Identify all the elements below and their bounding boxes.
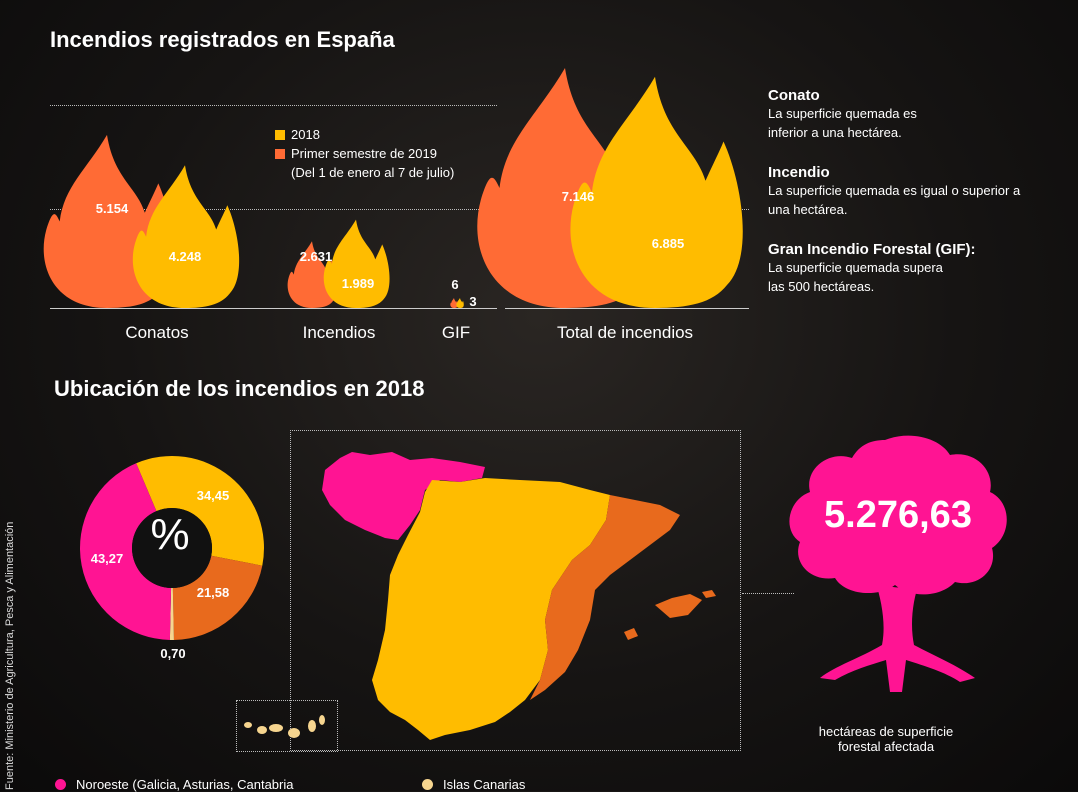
map-frame	[290, 430, 741, 751]
legend-note-text: (Del 1 de enero al 7 de julio)	[291, 165, 455, 180]
gridline	[50, 105, 497, 106]
donut-hole	[132, 508, 212, 588]
definition-text: La superficie quemada es inferior a una …	[768, 106, 917, 140]
flame-2019-gif	[450, 298, 458, 308]
value-label-conatos-2019: 5.154	[95, 201, 129, 216]
definition-text: La superficie quemada supera las 500 hec…	[768, 260, 943, 294]
flame-2018-gif	[456, 298, 464, 308]
tree-value: 5.276,63	[824, 494, 972, 536]
legend-dot	[422, 779, 433, 790]
flame-chart	[43, 68, 743, 308]
tree-caption: hectáreas de superficie forestal afectad…	[786, 724, 986, 754]
legend-item-2019: Primer semestre de 2019	[275, 146, 454, 161]
definition-title: Incendio	[768, 164, 830, 181]
donut-slice-1	[172, 555, 263, 640]
category-gif: GIF	[441, 323, 471, 342]
category-total: Total de incendios	[556, 323, 694, 342]
baseline	[505, 308, 749, 309]
slice-label: 43,27	[90, 551, 124, 566]
legend-label: Noroeste (Galicia, Asturias, Cantabria	[76, 777, 294, 792]
category-incendios: Incendios	[302, 323, 376, 342]
definition-title: Conato	[768, 87, 820, 104]
legend-swatch	[275, 148, 285, 159]
source-note: Fuente: Ministerio de Agricultura, Pesca…	[4, 521, 16, 790]
definition-text: La superficie quemada es igual o superio…	[768, 183, 1021, 217]
legend-item-2018: 2018	[275, 127, 454, 142]
donut-slice-0	[136, 456, 264, 566]
legend: 2018 Primer semestre de 2019 (Del 1 de e…	[275, 127, 454, 180]
definition-gif: Gran Incendio Forestal (GIF): La superfi…	[768, 241, 1036, 296]
map-region-canarias	[244, 715, 325, 738]
gridline	[50, 209, 497, 210]
donut-chart	[79, 456, 264, 640]
map-region-menorca	[702, 590, 716, 598]
flame-2018-total-de-incendios	[570, 76, 743, 308]
legend-swatch	[275, 129, 285, 140]
value-label-total-2018: 6.885	[651, 236, 685, 251]
map-region-noroeste	[322, 452, 485, 540]
map-region-baleares	[655, 594, 702, 618]
value-label-total-2019: 7.146	[561, 189, 595, 204]
donut-center-label: %	[150, 510, 190, 559]
flame-2018-incendios	[323, 219, 390, 308]
slice-label: 0,70	[160, 646, 186, 661]
baseline	[50, 308, 497, 309]
bottom-legend-noroeste: Noroeste (Galicia, Asturias, Cantabria	[55, 777, 293, 792]
map-region-este	[530, 495, 680, 700]
tree-caption-line: forestal afectada	[837, 739, 935, 754]
value-label-conatos-2018: 4.248	[168, 249, 202, 264]
flame-2019-incendios	[287, 241, 338, 308]
definition-title: Gran Incendio Forestal (GIF):	[768, 241, 976, 258]
definition-conato: Conato La superficie quemada es inferior…	[768, 87, 1036, 142]
value-label-incendios-2018: 2.631	[299, 249, 333, 264]
donut-slice-2	[169, 587, 174, 640]
slice-label: 21,58	[196, 585, 230, 600]
donut-slice-3	[79, 463, 172, 640]
legend-label: 2018	[291, 127, 320, 142]
definition-incendio: Incendio La superficie quemada es igual …	[768, 164, 1036, 219]
definitions: Conato La superficie quemada es inferior…	[768, 87, 1036, 296]
map-region-centro	[372, 478, 610, 740]
slice-label: 34,45	[196, 488, 230, 503]
map-region-ibiza	[624, 628, 638, 640]
tree-caption-line: hectáreas de superficie	[818, 724, 954, 739]
legend-dot	[55, 779, 66, 790]
legend-note: (Del 1 de enero al 7 de julio)	[275, 165, 454, 180]
category-conatos: Conatos	[125, 323, 189, 342]
flame-2018-conatos	[132, 165, 240, 308]
value-label-gif-2018: 6	[451, 277, 459, 292]
title-incendios: Incendios registrados en España	[50, 27, 395, 52]
tree-icon	[789, 435, 1007, 692]
title-ubicacion: Ubicación de los incendios en 2018	[54, 376, 425, 401]
legend-label: Islas Canarias	[443, 777, 526, 792]
value-label-gif-2019: 3	[469, 294, 477, 309]
canarias-frame	[236, 700, 338, 752]
connector-line	[742, 593, 794, 594]
value-label-incendios-2019: 1.989	[341, 276, 375, 291]
bottom-legend-canarias: Islas Canarias	[422, 777, 525, 792]
legend-label: Primer semestre de 2019	[291, 146, 437, 161]
